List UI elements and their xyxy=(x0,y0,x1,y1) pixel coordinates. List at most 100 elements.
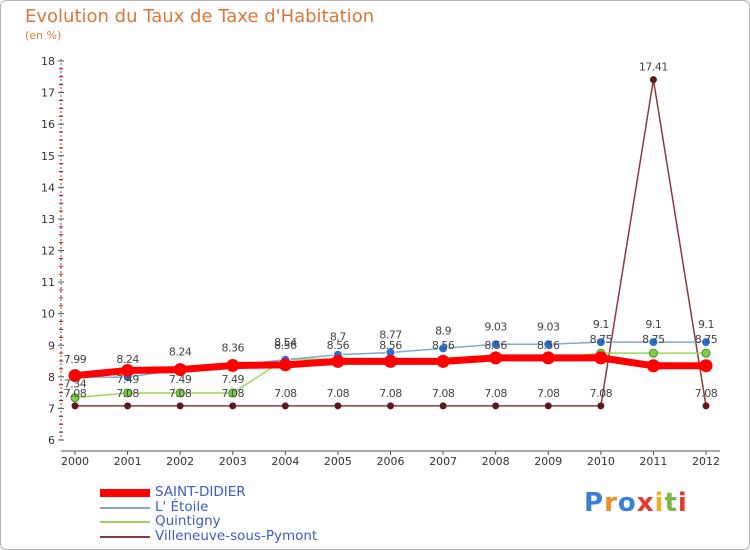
y-tick-label: 7 xyxy=(48,402,55,415)
x-tick-label: 2003 xyxy=(219,455,247,468)
quintigny-point xyxy=(648,348,658,358)
chart-subtitle: (en %) xyxy=(25,29,62,42)
proxiti-logo: Proxiti xyxy=(584,488,688,518)
logo-letter: o xyxy=(617,488,637,518)
data-label: 8.56 xyxy=(432,339,455,352)
saint-didier-point xyxy=(121,364,135,378)
quintigny-point xyxy=(123,388,133,398)
data-label: 8.75 xyxy=(642,333,665,346)
y-tick-label: 9 xyxy=(48,339,55,352)
data-label: 8.24 xyxy=(169,346,192,359)
data-label: 8.56 xyxy=(537,339,560,352)
legend-label: L' Étoile xyxy=(155,498,209,515)
data-label: 8.9 xyxy=(435,324,451,337)
villeneuve-point xyxy=(124,402,132,410)
legend-swatch xyxy=(100,506,150,509)
legend-swatch xyxy=(100,489,150,497)
x-tick-label: 2012 xyxy=(692,455,720,468)
data-label: 9.1 xyxy=(645,318,661,331)
y-tick-label: 16 xyxy=(41,118,55,131)
data-label: 7.49 xyxy=(116,373,139,386)
x-tick-label: 2002 xyxy=(166,455,194,468)
villeneuve-point xyxy=(71,402,79,410)
data-label: 8.24 xyxy=(116,353,139,366)
villeneuve-point xyxy=(387,402,394,410)
x-tick-label: 2011 xyxy=(639,455,667,468)
data-label: 17.41 xyxy=(639,61,668,74)
data-label: 7.08 xyxy=(590,387,613,400)
saint-didier-point xyxy=(278,358,292,372)
data-label: 8.54 xyxy=(274,336,297,349)
legend-label: SAINT-DIDIER xyxy=(155,484,246,500)
quintigny-point xyxy=(701,348,711,358)
logo-letter: i xyxy=(677,488,688,518)
etoile-point xyxy=(701,337,711,348)
logo-letter: i xyxy=(654,488,665,518)
data-label: 9.03 xyxy=(484,320,507,333)
villeneuve-point xyxy=(439,402,447,410)
data-label: 9.1 xyxy=(593,318,609,331)
x-tick-label: 2004 xyxy=(271,455,299,468)
data-label: 8.56 xyxy=(327,339,350,352)
data-label: 7.08 xyxy=(116,387,139,400)
x-tick-label: 2006 xyxy=(377,455,405,468)
saint-didier-point xyxy=(436,354,450,368)
legend-swatch xyxy=(100,535,150,538)
villeneuve-point xyxy=(544,402,552,410)
data-label: 8.75 xyxy=(695,333,718,346)
quintigny-point xyxy=(228,388,238,398)
data-label: 7.08 xyxy=(169,387,192,400)
data-label: 7.08 xyxy=(222,387,245,400)
data-label: 9.1 xyxy=(698,318,714,331)
quintigny-point xyxy=(70,393,80,403)
x-tick-label: 2005 xyxy=(324,455,352,468)
data-label: 7.49 xyxy=(222,373,245,386)
y-tick-label: 15 xyxy=(41,150,55,163)
quintigny-point xyxy=(175,388,185,398)
data-label: 7.08 xyxy=(274,387,297,400)
logo-letter: P xyxy=(584,488,605,518)
logo-letter: t xyxy=(664,488,678,518)
y-tick-label: 12 xyxy=(41,245,55,258)
saint-didier-point xyxy=(646,359,660,373)
y-tick-label: 10 xyxy=(41,308,55,321)
data-label: 7.08 xyxy=(327,387,350,400)
data-label: 7.34 xyxy=(64,378,87,391)
etoile-point xyxy=(438,343,449,354)
data-label: 9.03 xyxy=(537,320,560,333)
data-label: 7.08 xyxy=(64,387,87,400)
data-label: 8.77 xyxy=(379,329,402,342)
y-tick-label: 13 xyxy=(41,213,55,226)
y-tick-label: 11 xyxy=(41,276,55,289)
data-label: 7.08 xyxy=(537,387,560,400)
data-label: 8.56 xyxy=(379,339,402,352)
legend-label: Quintigny xyxy=(155,513,221,529)
legend-swatch xyxy=(100,521,150,523)
villeneuve-point xyxy=(597,402,605,410)
data-label: 7.08 xyxy=(432,387,455,400)
villeneuve-point xyxy=(334,402,342,410)
y-tick-label: 18 xyxy=(41,55,55,68)
x-tick-label: 2001 xyxy=(114,455,142,468)
villeneuve-point xyxy=(649,76,657,84)
villeneuve-point xyxy=(176,402,184,410)
saint-didier-point xyxy=(541,351,555,365)
logo-letter: x xyxy=(636,488,655,518)
y-tick-label: 14 xyxy=(41,181,55,194)
data-label: 7.08 xyxy=(484,387,507,400)
logo-letter: r xyxy=(604,488,618,518)
etoile-point xyxy=(490,339,501,350)
saint-didier-point xyxy=(226,358,240,372)
data-label: 7.08 xyxy=(695,387,718,400)
saint-didier-point xyxy=(594,351,608,365)
x-tick-label: 2008 xyxy=(482,455,510,468)
saint-didier-point xyxy=(331,354,345,368)
data-label: 7.49 xyxy=(169,373,192,386)
x-tick-label: 2010 xyxy=(587,455,615,468)
saint-didier-point xyxy=(699,359,713,373)
x-tick-label: 2007 xyxy=(429,455,457,468)
data-label: 8.56 xyxy=(274,339,297,352)
villeneuve-point xyxy=(702,402,710,410)
